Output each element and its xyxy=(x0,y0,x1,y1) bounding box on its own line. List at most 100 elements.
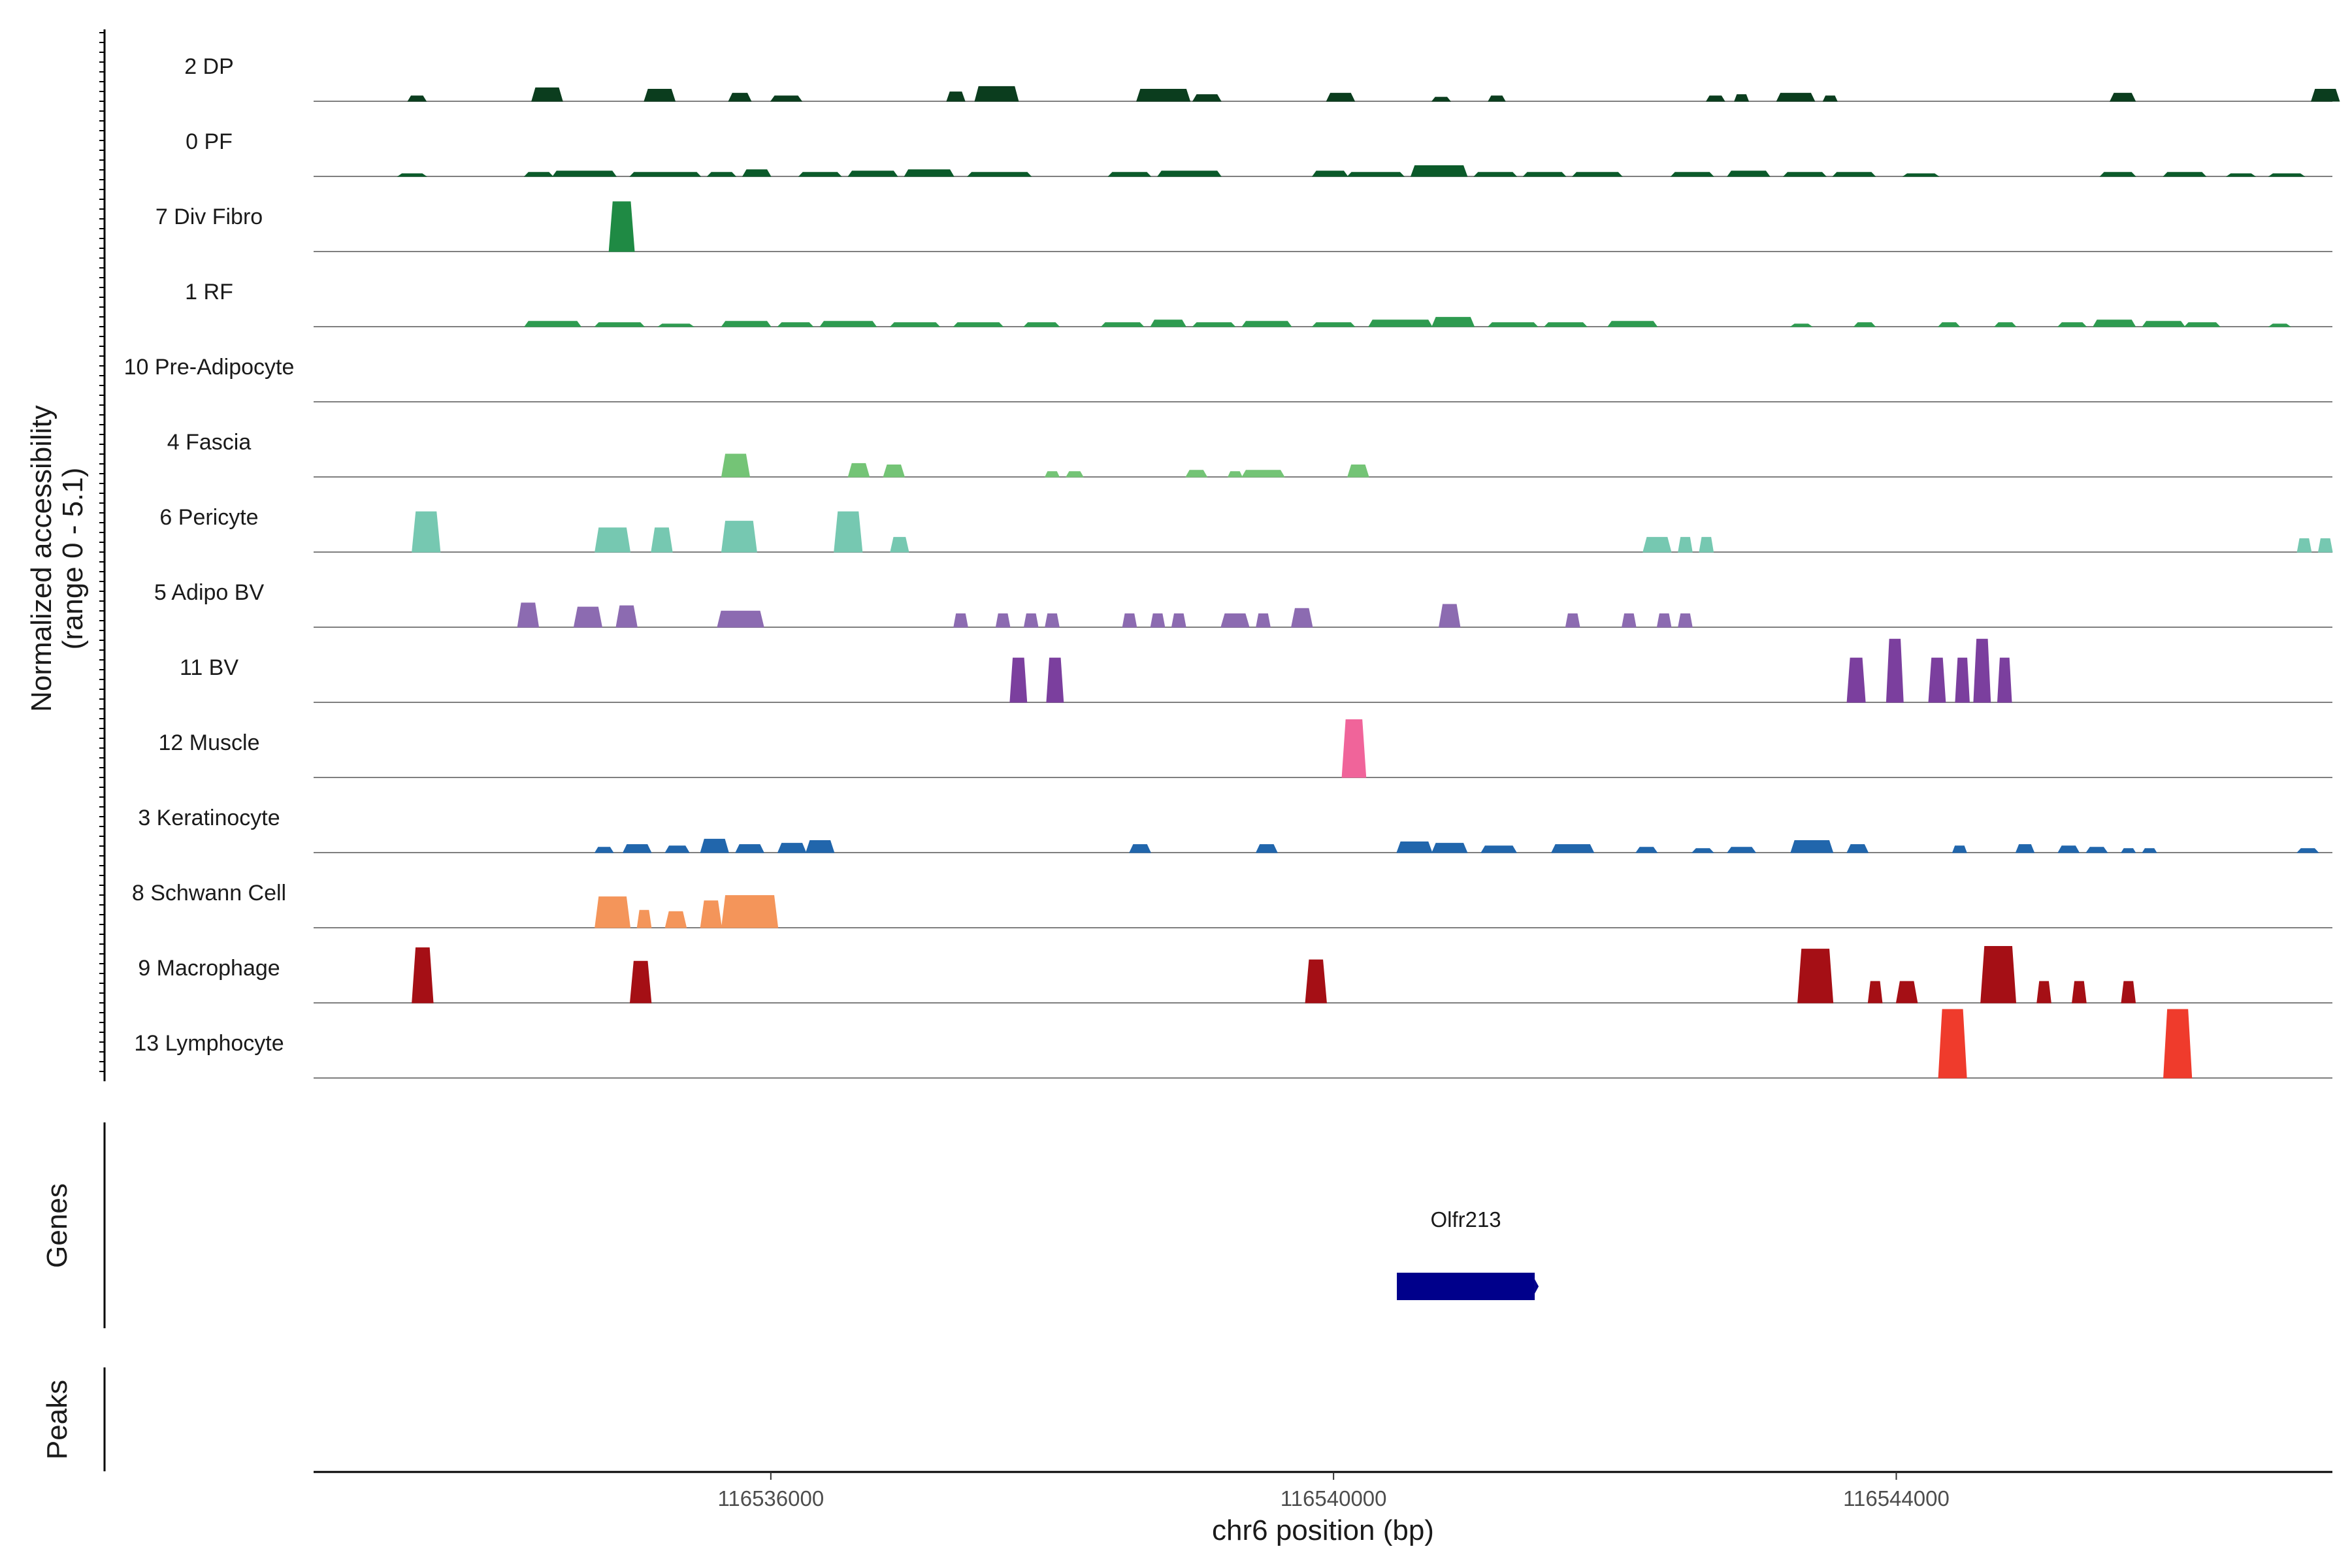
coverage-peak xyxy=(735,844,764,853)
coverage-peak xyxy=(629,960,652,1004)
coverage-peak xyxy=(2163,172,2207,177)
coverage-peak xyxy=(397,173,427,177)
gene-annotations: Olfr213 xyxy=(1397,1207,1539,1300)
coverage-peak xyxy=(517,602,540,628)
coverage-peak xyxy=(1670,172,1714,177)
coverage-peak xyxy=(1136,89,1191,102)
coverage-peak xyxy=(1867,981,1883,1004)
coverage-peak xyxy=(1347,465,1369,478)
coverage-peak xyxy=(1886,638,1904,703)
coverage-peak xyxy=(706,172,737,177)
coverage-peak xyxy=(531,87,563,102)
coverage-peak xyxy=(1431,843,1468,853)
track: 10 Pre-Adipocyte xyxy=(124,355,2332,402)
coverage-peak xyxy=(664,845,690,853)
coverage-peak xyxy=(1938,1009,1967,1079)
coverage-peak xyxy=(2110,93,2136,102)
track-label: 7 Div Fibro xyxy=(155,204,263,229)
coverage-peak xyxy=(1473,172,1518,177)
coverage-peak xyxy=(1396,841,1433,853)
track-label: 3 Keratinocyte xyxy=(138,806,280,830)
coverage-peak xyxy=(1290,608,1313,628)
coverage-peak xyxy=(407,95,427,102)
coverage-tracks: 2 DP 0 PF 7 Div Fibro 1 RF 10 Pre-Adipocyte 4… xyxy=(124,54,2340,1079)
coverage-peak xyxy=(847,171,898,177)
track-label: 2 DP xyxy=(184,54,234,79)
coverage-peak xyxy=(819,321,877,327)
track: 1 RF xyxy=(185,280,2332,327)
track: 9 Macrophage xyxy=(138,946,2332,1004)
coverage-peak xyxy=(573,606,603,628)
coverage-peak xyxy=(2015,844,2035,853)
track-label: 8 Schwann Cell xyxy=(132,881,286,906)
coverage-peak xyxy=(904,169,955,177)
coverage-peak xyxy=(889,322,941,327)
coverage-peak xyxy=(1789,323,1813,327)
coverage-peak xyxy=(777,322,814,327)
coverage-peak xyxy=(2311,89,2340,102)
gene-strand-arrow xyxy=(1535,1279,1539,1294)
coverage-peak xyxy=(1691,848,1714,853)
coverage-peak xyxy=(1046,657,1064,703)
coverage-peak xyxy=(524,321,582,327)
coverage-peak xyxy=(1220,613,1250,628)
track: 11 BV xyxy=(180,638,2332,703)
x-tick-label: 116540000 xyxy=(1281,1486,1387,1511)
coverage-peak xyxy=(1347,172,1405,177)
coverage-peak xyxy=(1431,317,1475,327)
track: 2 DP xyxy=(184,54,2340,102)
coverage-peak xyxy=(1678,613,1693,628)
coverage-peak xyxy=(1727,171,1771,177)
coverage-peak xyxy=(595,896,631,928)
coverage-peak xyxy=(1734,94,1750,102)
track: 6 Pericyte xyxy=(159,505,2333,553)
coverage-peak xyxy=(1480,845,1517,853)
coverage-peak xyxy=(1955,657,1970,703)
coverage-peak xyxy=(2268,173,2306,177)
coverage-peak xyxy=(412,511,441,553)
coverage-peak xyxy=(1431,97,1451,102)
coverage-peak xyxy=(1928,657,1946,703)
coverage-peak xyxy=(2057,845,2080,853)
coverage-peak xyxy=(644,89,676,102)
coverage-peak xyxy=(1341,719,1367,778)
coverage-peak xyxy=(1023,322,1060,327)
coverage-peak xyxy=(798,172,842,177)
coverage-peak xyxy=(721,453,751,478)
coverage-peak xyxy=(1326,93,1356,102)
gene-body xyxy=(1397,1273,1535,1300)
coverage-peak xyxy=(721,521,757,553)
coverage-peak xyxy=(1439,604,1461,628)
coverage-peak xyxy=(1256,613,1271,628)
track-label: 5 Adipo BV xyxy=(154,580,265,605)
coverage-peak xyxy=(622,844,652,853)
coverage-peak xyxy=(1227,471,1243,478)
coverage-peak xyxy=(2093,319,2136,327)
peaks-panel: Peaks xyxy=(41,1367,106,1471)
coverage-peak xyxy=(2142,321,2185,327)
coverage-peak xyxy=(1797,949,1834,1004)
track: 0 PF xyxy=(186,129,2332,177)
coverage-peak xyxy=(1192,94,1222,102)
genes-panel: Genes Olfr213 xyxy=(41,1122,1539,1328)
coverage-peak xyxy=(1980,946,2017,1004)
coverage-peak xyxy=(953,322,1004,327)
track-label: 0 PF xyxy=(186,129,233,154)
coverage-peak xyxy=(1045,613,1060,628)
coverage-peak xyxy=(2296,848,2319,853)
y-axis-title-line2: (range 0 - 5.1) xyxy=(57,468,89,650)
coverage-peak xyxy=(1572,172,1623,177)
coverage-peak xyxy=(1129,844,1151,853)
coverage-peak xyxy=(1642,536,1672,553)
x-tick-label: 116536000 xyxy=(717,1486,824,1511)
coverage-peak xyxy=(974,86,1019,102)
y-axis-title-line1: Normalized accessibility xyxy=(25,405,57,711)
coverage-peak xyxy=(615,605,638,628)
coverage-peak xyxy=(2163,1009,2193,1079)
coverage-peak xyxy=(1997,657,2012,703)
coverage-peak xyxy=(890,536,909,553)
coverage-peak xyxy=(1705,95,1725,102)
coverage-peak xyxy=(728,93,752,102)
